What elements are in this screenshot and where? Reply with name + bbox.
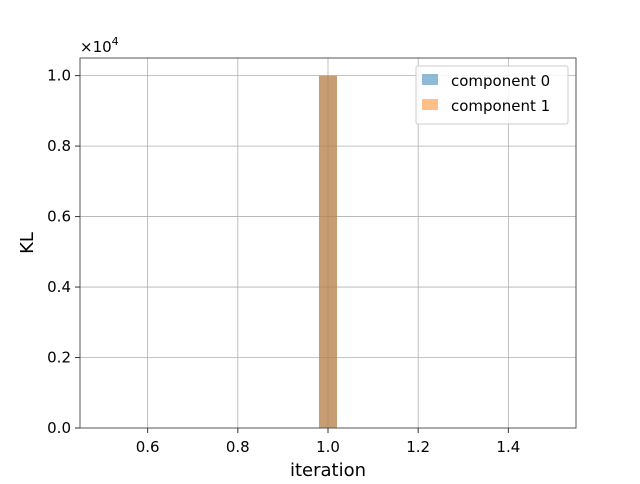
y-tick-label: 0.8	[47, 137, 71, 155]
legend-label: component 1	[451, 97, 550, 115]
legend-label: component 0	[451, 72, 550, 90]
x-axis-label: iteration	[290, 460, 366, 480]
legend: component 0 component 1	[415, 65, 569, 125]
y-tick-label: 0.2	[47, 349, 71, 367]
legend-swatch	[422, 74, 438, 85]
y-tick-label: 0.4	[47, 278, 71, 296]
x-tick-label: 1.2	[406, 438, 430, 456]
x-tick-label: 0.6	[136, 438, 160, 456]
bars	[318, 75, 338, 428]
y-multiplier-base: ×10	[80, 38, 112, 56]
y-tick-label: 0.0	[47, 419, 71, 437]
x-tick-label: 1.0	[316, 438, 340, 456]
ticks: 0.6 0.8 1.0 1.2 1.4 0.0 0.2 0.4 0.6 0.8 1.0	[47, 67, 520, 456]
legend-swatch	[422, 99, 438, 110]
legend-box	[415, 65, 569, 125]
y-axis-label: KL	[17, 232, 38, 254]
x-tick-label: 0.8	[226, 438, 250, 456]
y-tick-label: 1.0	[47, 67, 71, 85]
bar-component-1	[318, 75, 338, 428]
x-tick-label: 1.4	[496, 438, 520, 456]
y-tick-label: 0.6	[47, 208, 71, 226]
y-axis-multiplier: ×104	[80, 35, 119, 56]
y-multiplier-exponent: 4	[112, 35, 119, 48]
